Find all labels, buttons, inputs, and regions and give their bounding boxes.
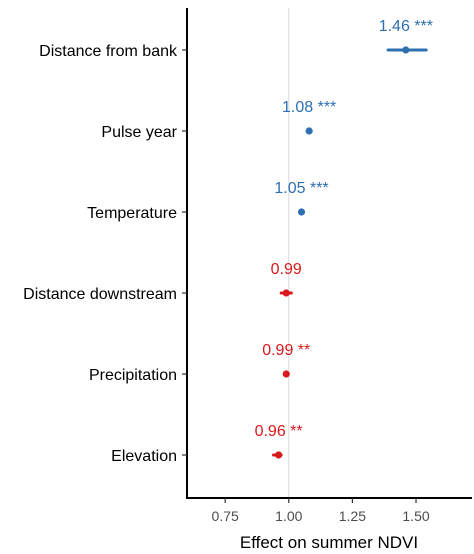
estimate-point: [305, 127, 313, 135]
category-label: Elevation: [111, 448, 177, 465]
x-axis-title: Effect on summer NDVI: [240, 533, 418, 552]
category-label: Temperature: [87, 205, 177, 222]
x-tick-label: 1.25: [339, 508, 366, 524]
estimate-label: 0.99: [271, 261, 302, 278]
estimate-label: 1.05 ***: [274, 180, 328, 197]
x-tick-label: 0.75: [212, 508, 239, 524]
estimate-point: [275, 451, 283, 459]
category-labels: Distance from bank Pulse year Temperature D…: [23, 43, 187, 465]
estimate-label: 1.08 ***: [282, 99, 336, 116]
category-label: Distance downstream: [23, 286, 177, 303]
category-label: Distance from bank: [39, 43, 178, 60]
x-tick-label: 1.00: [275, 508, 302, 524]
estimate-point: [282, 289, 290, 297]
estimate-point: [402, 46, 410, 54]
estimates: 1.46 *** 1.08 *** 1.05 *** 0.99 0.99 ** 0.96 …: [255, 18, 433, 459]
category-label: Precipitation: [89, 367, 177, 384]
estimate-point: [282, 370, 290, 378]
estimate-label: 0.96 **: [255, 423, 303, 440]
estimate-point: [297, 208, 306, 216]
estimate-label: 1.46 ***: [379, 18, 433, 35]
x-tick-label: 1.50: [402, 508, 429, 524]
estimate-label: 0.99 **: [262, 342, 310, 359]
x-ticks: 0.75 1.00 1.25 1.50: [212, 498, 430, 524]
category-label: Pulse year: [101, 124, 177, 141]
